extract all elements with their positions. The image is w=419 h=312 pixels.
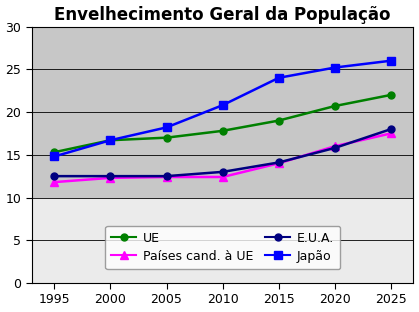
Bar	[32, 197, 414, 283]
Países cand. à UE	[332, 144, 337, 148]
Line: UE: UE	[51, 91, 394, 156]
Países cand. à UE	[108, 176, 113, 180]
E.U.A.	[220, 170, 225, 174]
UE	[108, 138, 113, 142]
E.U.A.	[332, 146, 337, 150]
Japão	[52, 155, 57, 158]
Title: Envelhecimento Geral da População: Envelhecimento Geral da População	[54, 6, 391, 23]
E.U.A.	[276, 161, 281, 164]
Países cand. à UE	[388, 132, 393, 135]
Japão	[220, 103, 225, 107]
Japão	[108, 138, 113, 142]
Legend: UE, Países cand. à UE, E.U.A., Japão: UE, Países cand. à UE, E.U.A., Japão	[105, 226, 340, 269]
Países cand. à UE	[164, 175, 169, 179]
UE	[388, 93, 393, 97]
Japão	[388, 59, 393, 63]
UE	[164, 136, 169, 139]
UE	[276, 119, 281, 122]
E.U.A.	[52, 174, 57, 178]
E.U.A.	[108, 174, 113, 178]
Japão	[276, 76, 281, 80]
Países cand. à UE	[52, 180, 57, 184]
UE	[332, 104, 337, 108]
Bar	[32, 27, 414, 197]
Japão	[164, 125, 169, 129]
E.U.A.	[164, 174, 169, 178]
Japão	[332, 66, 337, 69]
E.U.A.	[388, 127, 393, 131]
Países cand. à UE	[276, 161, 281, 165]
Line: Japão: Japão	[50, 56, 395, 161]
UE	[220, 129, 225, 133]
UE	[52, 150, 57, 154]
Países cand. à UE	[220, 175, 225, 179]
Line: E.U.A.: E.U.A.	[51, 126, 394, 180]
Line: Países cand. à UE: Países cand. à UE	[50, 129, 395, 186]
